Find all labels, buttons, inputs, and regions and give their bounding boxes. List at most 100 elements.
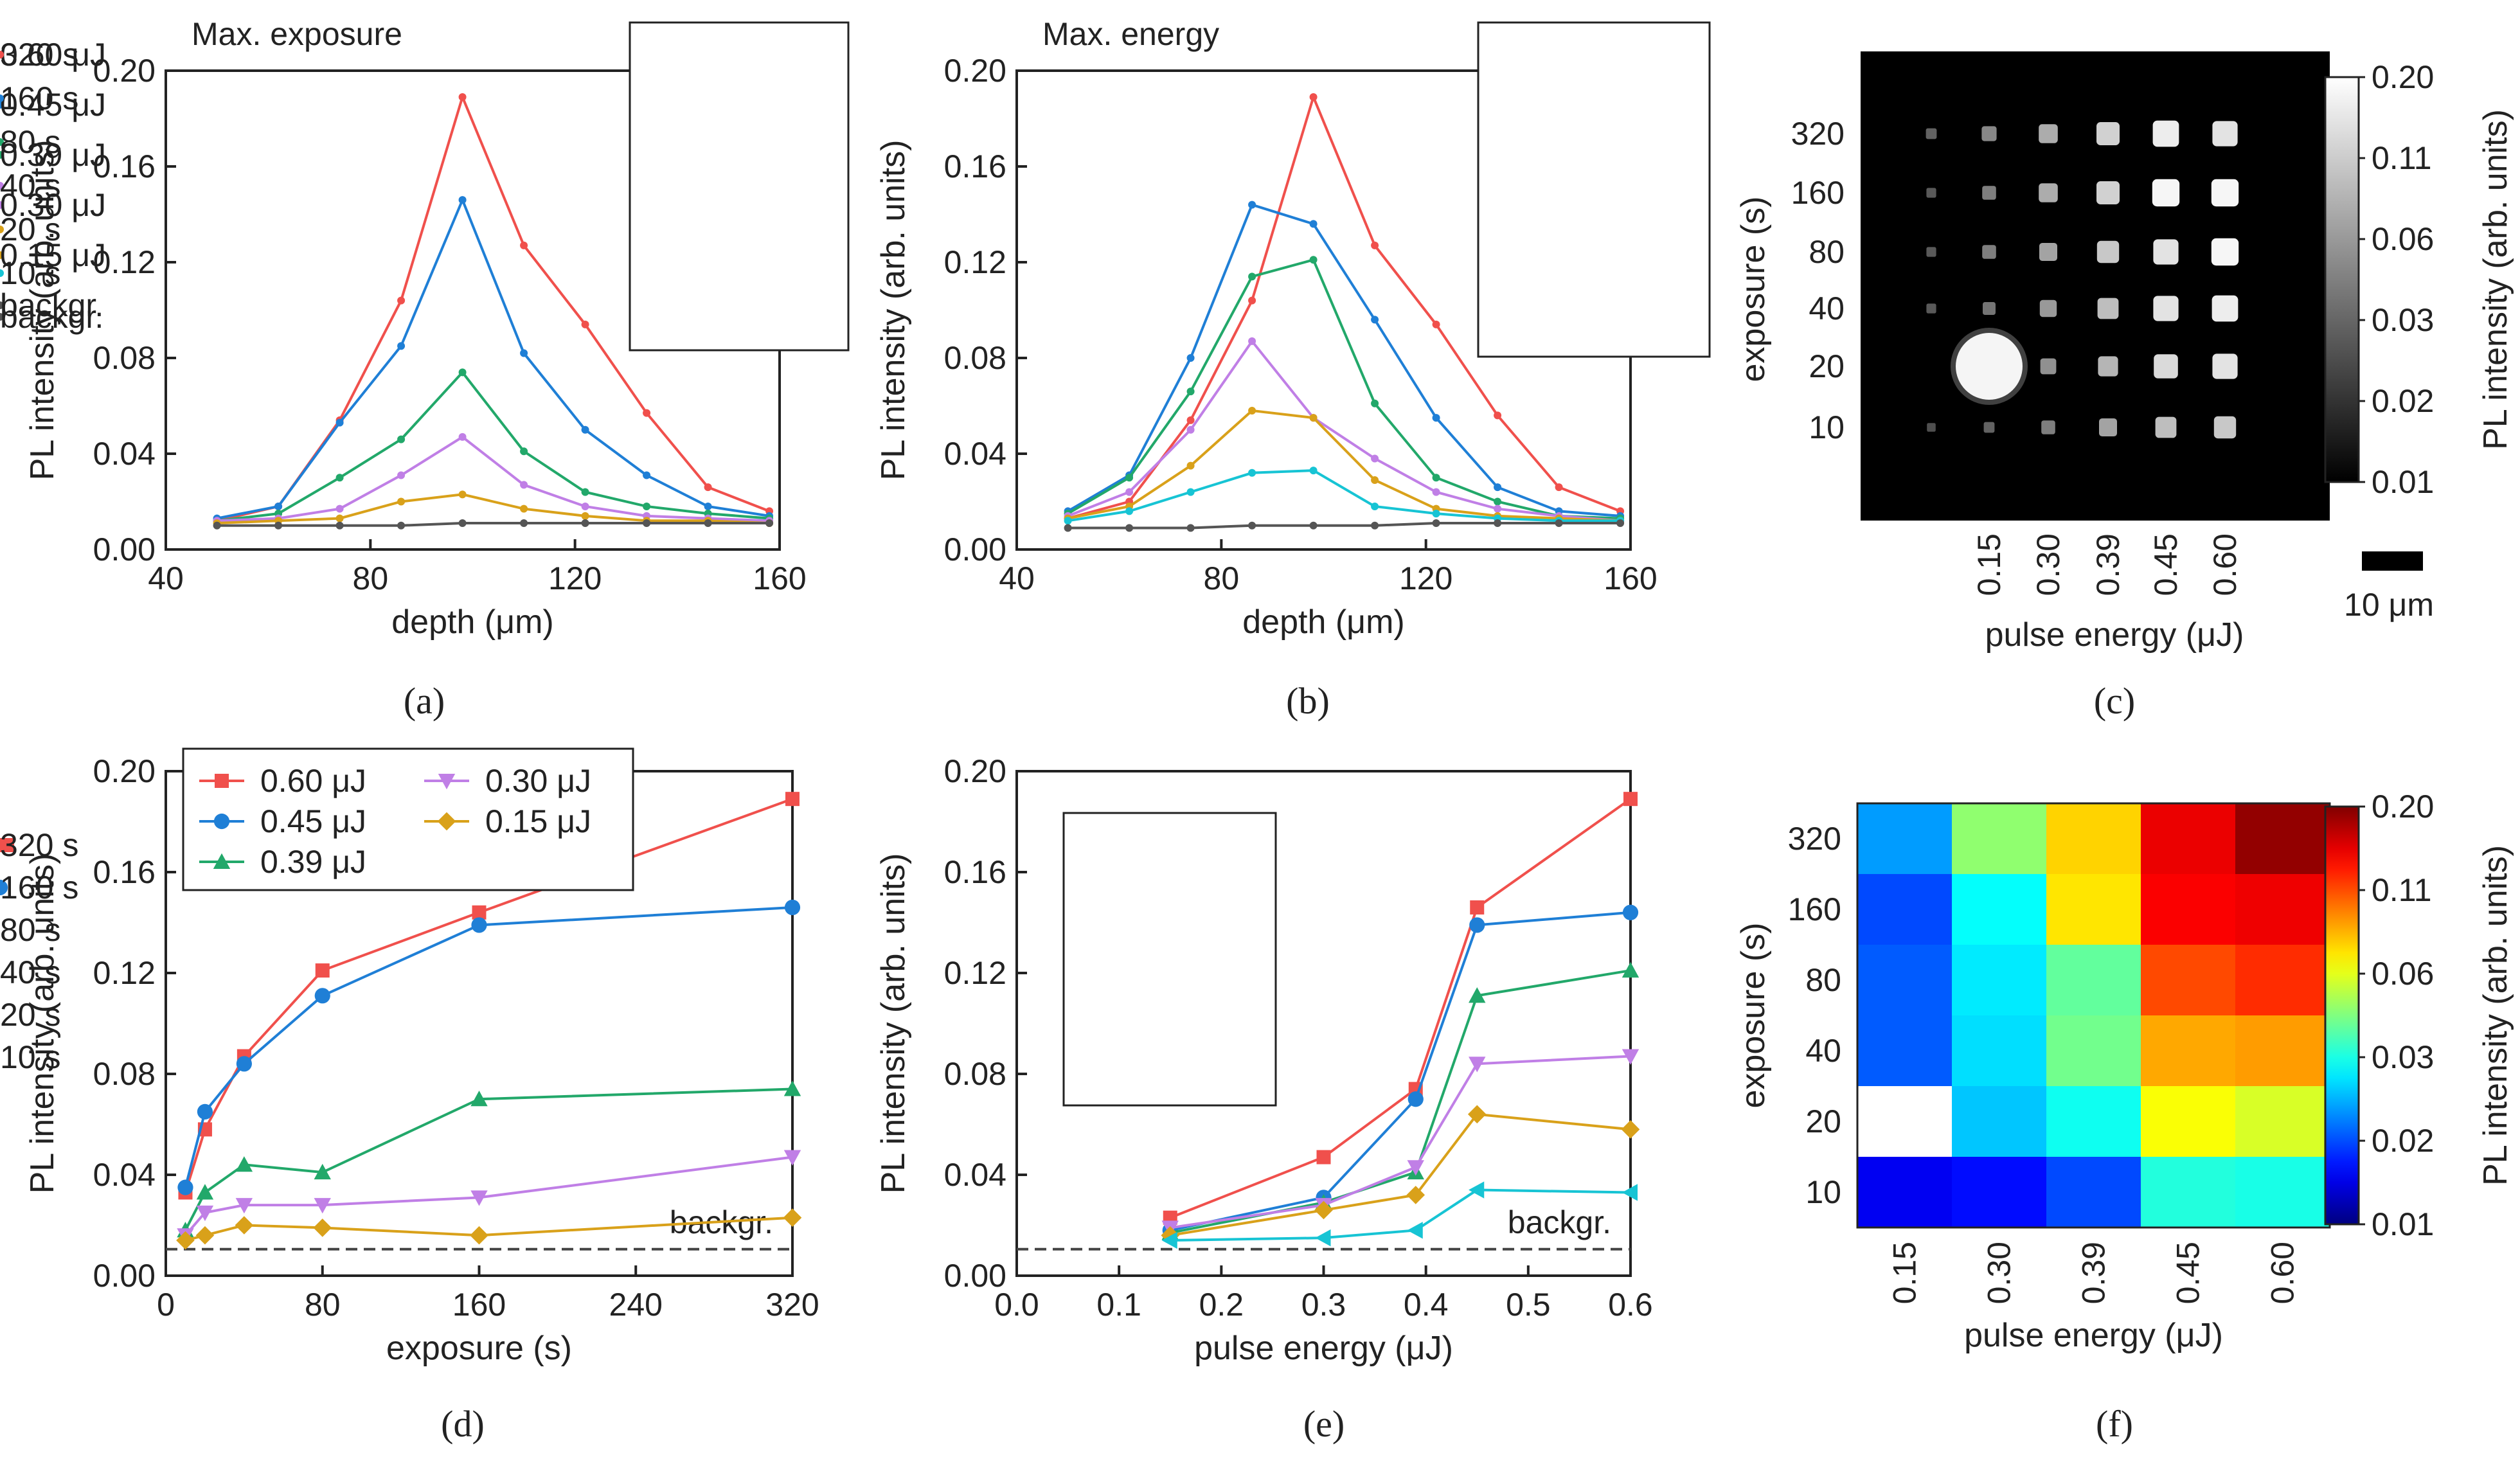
- data-point: [1371, 399, 1379, 407]
- x-axis-label: exposure (s): [386, 1330, 572, 1367]
- legend-label: 40 s: [0, 954, 61, 990]
- data-point: [458, 433, 467, 441]
- x-tick-label: 0.15: [1887, 1242, 1923, 1304]
- data-point: [1371, 476, 1379, 484]
- x-axis-label: pulse energy (μJ): [1964, 1317, 2223, 1354]
- chart-panel-b: 0.00 0.04 0.08 0.12 0.16 0.20 40 80 120 160 depth …: [0, 16, 1711, 641]
- data-point: [1371, 521, 1379, 530]
- y-tick-label: 0.08: [944, 1056, 1006, 1092]
- data-point: [335, 418, 344, 427]
- data-point: [1470, 900, 1485, 915]
- data-point: [783, 1208, 802, 1227]
- data-point: [1555, 519, 1563, 528]
- data-point: [520, 504, 528, 513]
- colorbar-tick-label: 0.11: [2372, 872, 2432, 908]
- heatmap-cell: [2141, 1157, 2236, 1228]
- colorbar-tick-label: 0.02: [2372, 1123, 2434, 1159]
- x-tick-label: 0.2: [1199, 1287, 1244, 1323]
- colorbar-tick-label: 0.06: [2372, 956, 2434, 992]
- spot: [2152, 179, 2180, 207]
- y-tick-label: 0.12: [944, 244, 1006, 280]
- data-point: [1309, 93, 1318, 101]
- y-axis-label: PL intensity (arb. units): [24, 853, 61, 1194]
- y-axis-label: PL intensity (arb. units): [24, 140, 61, 481]
- spot: [2212, 121, 2238, 147]
- data-point: [458, 368, 467, 377]
- data-point: [784, 899, 801, 916]
- colorbar-tick-label: 0.06: [2372, 221, 2434, 257]
- heatmap-cell: [2046, 1015, 2141, 1087]
- panel-title: Max. energy: [1042, 16, 1219, 52]
- x-tick-label: 0.6: [1608, 1287, 1653, 1323]
- series-0.45-J: [213, 196, 774, 522]
- legend-marker: [437, 812, 456, 831]
- data-point: [335, 514, 344, 522]
- heatmap-cell: [1857, 945, 1953, 1016]
- y-tick-label: 0.04: [93, 436, 156, 472]
- data-point: [197, 1103, 213, 1120]
- data-point: [1432, 474, 1440, 482]
- data-point: [1623, 792, 1638, 807]
- series-line: [184, 798, 793, 1193]
- data-point: [314, 1163, 331, 1180]
- legend-marker: [0, 251, 4, 259]
- spot: [1982, 245, 1996, 259]
- y-tick-label: 80: [1809, 234, 1845, 270]
- spot: [2096, 181, 2120, 204]
- legend-box: [1062, 812, 1277, 1107]
- y-tick-label: 0.08: [944, 340, 1006, 376]
- caption-a: (a): [404, 680, 445, 722]
- x-tick-label: 160: [1604, 560, 1657, 596]
- spot: [2153, 296, 2179, 321]
- x-tick-label: 120: [1399, 560, 1452, 596]
- data-point: [1248, 296, 1256, 305]
- series-line: [1067, 339, 1621, 522]
- data-point: [1622, 1184, 1638, 1201]
- series-line: [217, 493, 770, 525]
- data-point: [1248, 406, 1256, 415]
- legend-label: backgr.: [0, 287, 103, 323]
- spot-halo: [1951, 328, 2028, 405]
- heatmap-cell: [2235, 945, 2330, 1016]
- data-point: [520, 519, 528, 528]
- data-point: [176, 1231, 195, 1250]
- spot: [2099, 418, 2117, 436]
- series-10-s: [1161, 1181, 1638, 1249]
- y-tick-label: 80: [1805, 962, 1841, 998]
- data-point: [1064, 517, 1072, 525]
- y-axis-label: PL intensity (arb. units): [875, 853, 912, 1194]
- data-point: [458, 196, 467, 204]
- data-point: [581, 425, 589, 434]
- chart-panel-a: 0.00 0.04 0.08 0.12 0.16 0.20 40 80 120 160 depth …: [0, 16, 850, 641]
- spot: [1926, 188, 1936, 198]
- legend-label: 0.30 μJ: [485, 763, 591, 799]
- data-point: [335, 521, 344, 530]
- data-point: [581, 488, 589, 496]
- data-point: [1186, 354, 1195, 362]
- data-point: [1371, 316, 1379, 324]
- legend-label: 160 s: [0, 80, 78, 116]
- legend-box: [629, 21, 850, 352]
- image-area: [1861, 51, 2330, 521]
- data-point: [581, 320, 589, 328]
- colorbar-tick-label: 0.20: [2372, 59, 2434, 95]
- x-tick-label: 0.3: [1301, 1287, 1346, 1323]
- legend-label: 0.60 μJ: [0, 37, 106, 73]
- legend-label: 40 s: [0, 168, 61, 204]
- spot: [2211, 238, 2239, 266]
- x-tick-label: 80: [1204, 560, 1240, 596]
- y-tick-label: 0.20: [93, 53, 156, 89]
- data-point: [397, 521, 406, 530]
- data-point: [783, 1150, 801, 1166]
- legend-box: [182, 747, 634, 891]
- data-point: [1622, 1049, 1640, 1065]
- data-point: [1316, 1150, 1331, 1165]
- y-tick-label: 0.04: [944, 1157, 1006, 1193]
- y-tick-label: 40: [1805, 1033, 1841, 1069]
- heatmap-cell: [1952, 803, 2047, 875]
- x-tick-label: 0.4: [1404, 1287, 1449, 1323]
- data-point: [335, 504, 344, 513]
- heatmap-cell: [1857, 874, 1953, 945]
- heatmap-cell: [1952, 874, 2047, 945]
- heatmap-cell: [1952, 1157, 2047, 1228]
